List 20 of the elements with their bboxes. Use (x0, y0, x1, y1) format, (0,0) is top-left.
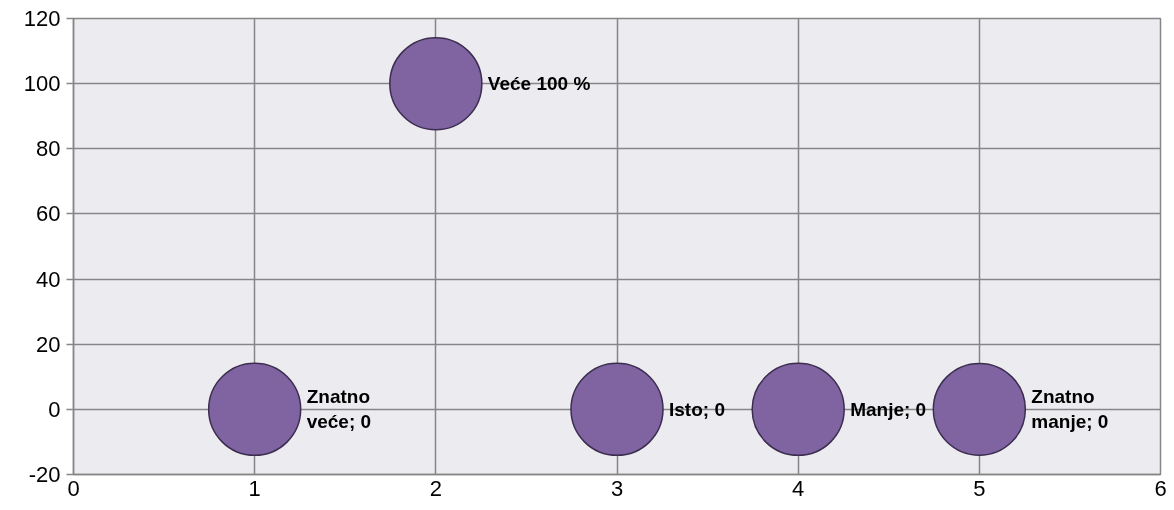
data-label: Veće 100 % (487, 73, 591, 95)
x-tick-label: 6 (1154, 475, 1167, 501)
x-tick-label: 4 (792, 475, 805, 501)
x-tick-label: 0 (67, 475, 80, 501)
y-tick-label: -20 (28, 462, 61, 487)
y-tick-label: 60 (36, 201, 61, 227)
data-label: Manje; 0 (850, 398, 927, 420)
y-tick-label: 40 (36, 266, 61, 292)
y-tick-label: 0 (48, 396, 61, 422)
x-tick-label: 2 (429, 475, 442, 501)
x-tick-label: 5 (973, 475, 986, 501)
x-tick-label: 1 (248, 475, 261, 501)
data-label: Znatno manje; 0 (1031, 386, 1109, 433)
data-label: Znatno veće; 0 (306, 386, 372, 433)
y-tick-label: 20 (36, 331, 61, 357)
y-tick-label: 80 (36, 136, 61, 162)
y-tick-label: 120 (23, 6, 61, 31)
y-tick-label: 100 (23, 71, 61, 97)
data-label: Isto; 0 (669, 398, 725, 420)
x-tick-label: 3 (610, 475, 624, 501)
